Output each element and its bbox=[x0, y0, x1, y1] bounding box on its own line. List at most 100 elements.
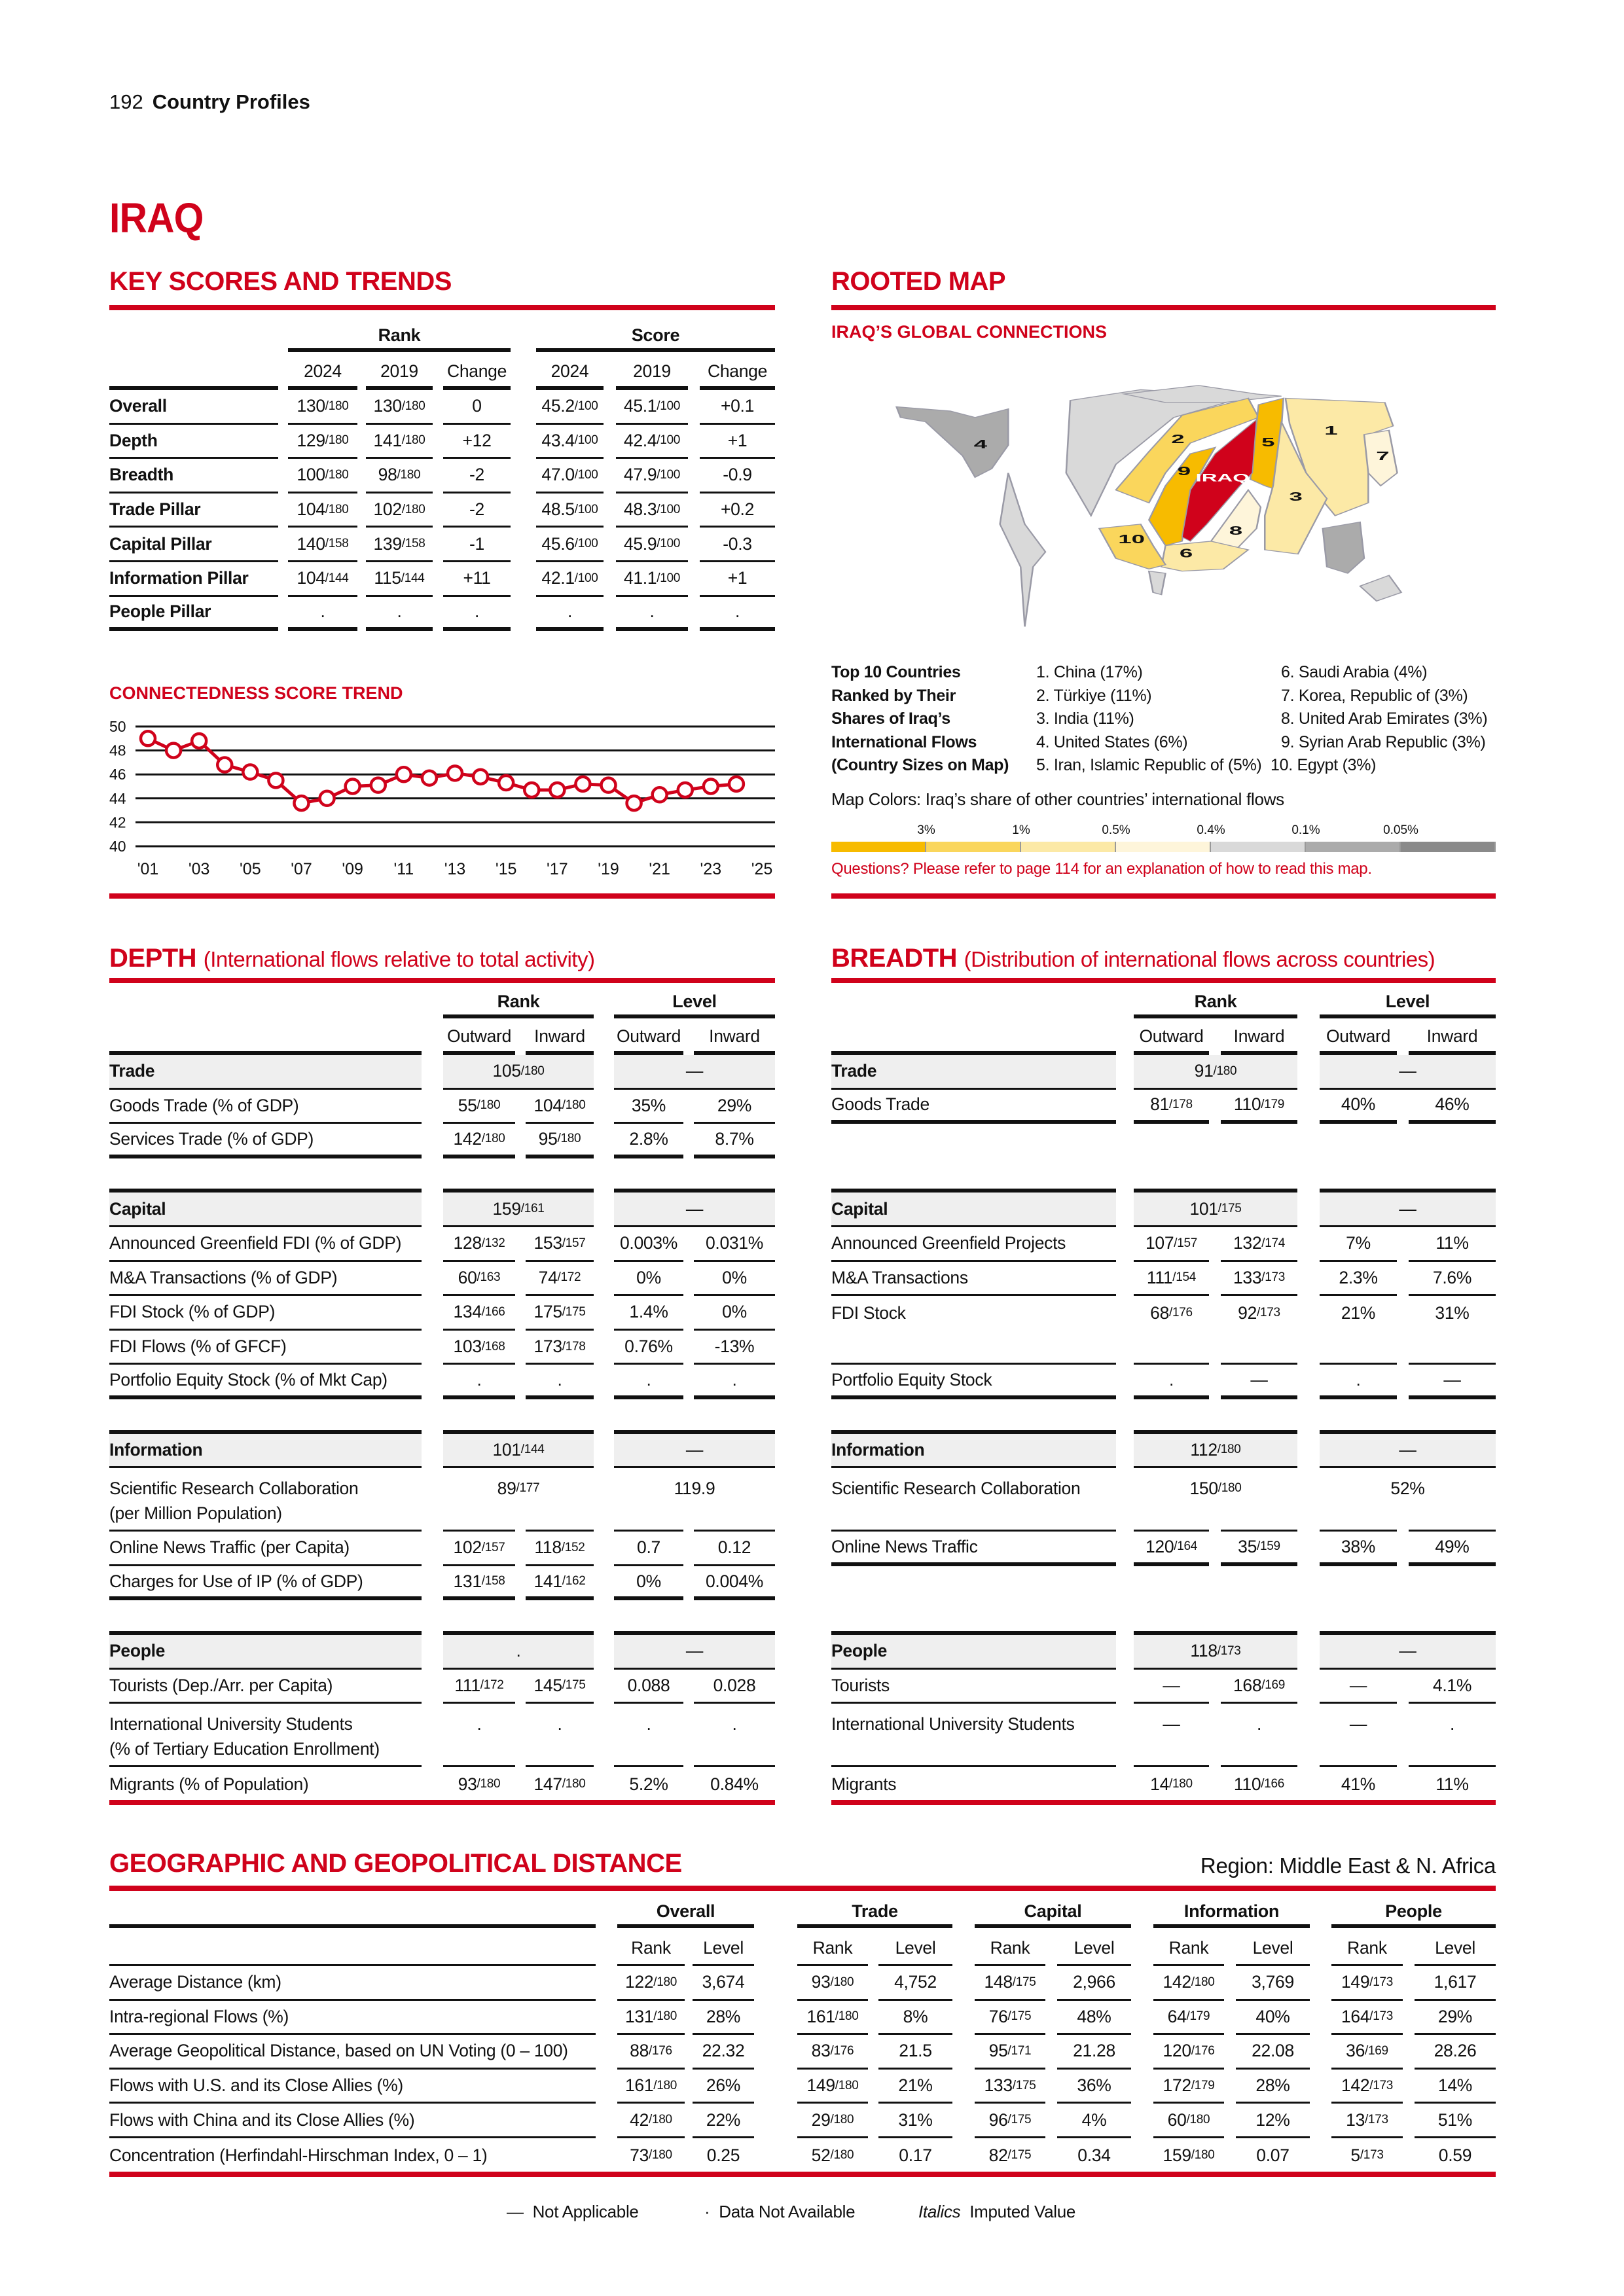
score-cell: . bbox=[288, 597, 357, 632]
value-cell: 26% bbox=[693, 2070, 754, 2104]
section-rank: 112/180 bbox=[1134, 1429, 1297, 1469]
section-rank: 159/161 bbox=[443, 1189, 594, 1227]
rank-denominator: /178 bbox=[562, 1339, 586, 1354]
column-group-header: Rank bbox=[443, 988, 594, 1018]
section-rank: . bbox=[443, 1631, 594, 1670]
rank-denominator: /180 bbox=[1186, 2113, 1210, 2127]
value-cell: 95/180 bbox=[526, 1124, 594, 1158]
rank-denominator: /180 bbox=[557, 1132, 581, 1146]
x-tick-label: '03 bbox=[189, 860, 210, 878]
column-group-header: Rank bbox=[288, 322, 511, 352]
rank-denominator: /173 bbox=[1217, 1643, 1241, 1658]
cell-line bbox=[614, 1468, 683, 1532]
rank-denominator: /173 bbox=[1257, 1306, 1280, 1320]
rank-value: 168 bbox=[1233, 1675, 1262, 1695]
map-country-number: 1 bbox=[1324, 424, 1337, 438]
depth-title-text: DEPTH bbox=[109, 944, 197, 973]
map-country-number: 8 bbox=[1229, 524, 1242, 538]
rank-denominator: /175 bbox=[1012, 1975, 1036, 1989]
rank-denominator: /168 bbox=[481, 1339, 505, 1354]
value-cell: 153/157 bbox=[526, 1227, 594, 1262]
page-section: Country Profiles bbox=[152, 90, 310, 113]
value-cell: . bbox=[694, 1365, 775, 1399]
value-cell: . bbox=[614, 1704, 683, 1768]
data-point bbox=[369, 776, 387, 794]
rank-denominator: /161 bbox=[520, 1202, 545, 1216]
rank-value: 110 bbox=[1233, 1774, 1261, 1794]
rank-value: 45.2 bbox=[541, 396, 575, 416]
russia-region bbox=[1121, 385, 1282, 403]
rank-value: 45.9 bbox=[623, 533, 657, 554]
map-iraq-label: IRAQ bbox=[1196, 471, 1250, 484]
rank-value: 142 bbox=[1341, 2075, 1370, 2096]
legend-text: Imputed Value bbox=[969, 2202, 1076, 2221]
score-cell: 47.9/100 bbox=[616, 459, 688, 493]
value-cell: — bbox=[1134, 1704, 1209, 1768]
rank-value: 101 bbox=[1189, 1198, 1218, 1219]
rooted-map-title: ROOTED MAP bbox=[831, 267, 1006, 296]
seasia-region bbox=[1322, 521, 1365, 574]
column-header bbox=[109, 1021, 422, 1055]
section-level: — bbox=[1320, 1631, 1496, 1670]
value-cell: — bbox=[1320, 1670, 1397, 1704]
column-header: Level bbox=[1415, 1932, 1496, 1966]
rank-value: 102 bbox=[373, 499, 402, 520]
row-label: Breadth bbox=[109, 459, 278, 493]
rank-denominator: /171 bbox=[1007, 2043, 1032, 2058]
data-point bbox=[471, 768, 490, 786]
row-label: Trade Pillar bbox=[109, 493, 278, 528]
value-cell: 93/180 bbox=[443, 1767, 515, 1802]
value-cell: . bbox=[1320, 1365, 1397, 1399]
value-cell: 14/180 bbox=[1134, 1767, 1209, 1802]
data-point bbox=[139, 730, 157, 747]
row-label: Portfolio Equity Stock bbox=[831, 1365, 1116, 1399]
x-tick-label: '13 bbox=[444, 860, 466, 878]
score-cell: 104/180 bbox=[288, 493, 357, 528]
rank-denominator: /157 bbox=[1174, 1236, 1198, 1250]
row-label: Overall bbox=[109, 390, 278, 425]
value-cell: 172/179 bbox=[1153, 2070, 1224, 2104]
section-level: — bbox=[614, 1429, 775, 1469]
top10-item: 9. Syrian Arab Republic (3%) bbox=[1281, 732, 1486, 751]
score-cell: +12 bbox=[443, 425, 511, 459]
value-cell: 0% bbox=[694, 1262, 775, 1297]
rank-value: 89 bbox=[497, 1479, 516, 1499]
top10-heading-line: Top 10 Countries bbox=[831, 663, 961, 681]
rank-denominator: /180 bbox=[653, 1975, 677, 1989]
score-cell: +0.2 bbox=[700, 493, 775, 528]
column-group-header: Level bbox=[1320, 988, 1496, 1018]
data-point bbox=[625, 794, 643, 812]
legend-swatch bbox=[1021, 842, 1116, 852]
value-cell: 22% bbox=[693, 2104, 754, 2138]
row-label: FDI Stock bbox=[831, 1302, 906, 1323]
score-cell: 130/180 bbox=[366, 390, 433, 425]
rank-denominator: /175 bbox=[1007, 2113, 1032, 2127]
rank-denominator: /157 bbox=[481, 1540, 505, 1554]
rank-value: 134 bbox=[453, 1302, 482, 1322]
score-cell: . bbox=[366, 597, 433, 632]
value-cell: 4.1% bbox=[1409, 1670, 1496, 1704]
score-cell: 140/158 bbox=[288, 528, 357, 562]
score-cell: 129/180 bbox=[288, 425, 357, 459]
breadth-title-text: BREADTH bbox=[831, 944, 958, 973]
value-cell: 11% bbox=[1435, 1774, 1469, 1794]
rank-denominator: /180 bbox=[649, 2148, 672, 2162]
value-cell: 95/171 bbox=[975, 2035, 1045, 2070]
value-cell: 0.84% bbox=[710, 1774, 759, 1794]
top10-heading-line: (Country Sizes on Map) bbox=[831, 756, 1009, 774]
column-header: Level bbox=[878, 1932, 952, 1966]
divider bbox=[109, 1800, 775, 1805]
americas-region bbox=[999, 473, 1047, 627]
rank-denominator: /180 bbox=[325, 433, 349, 448]
rank-value: 52 bbox=[811, 2145, 831, 2165]
map-help-note: Questions? Please refer to page 114 for … bbox=[831, 860, 1372, 878]
value-cell: . bbox=[1409, 1704, 1496, 1768]
section-header-label: People bbox=[831, 1631, 1116, 1670]
top10-item: 10. Egypt (3%) bbox=[1271, 756, 1377, 774]
rank-value: 45.1 bbox=[623, 396, 657, 416]
rank-denominator: /144 bbox=[401, 571, 425, 585]
divider bbox=[109, 1886, 1496, 1891]
rank-denominator: /132 bbox=[481, 1236, 505, 1250]
column-group-header: People bbox=[1331, 1898, 1496, 1928]
value-cell: 142/180 bbox=[1153, 1966, 1224, 2001]
